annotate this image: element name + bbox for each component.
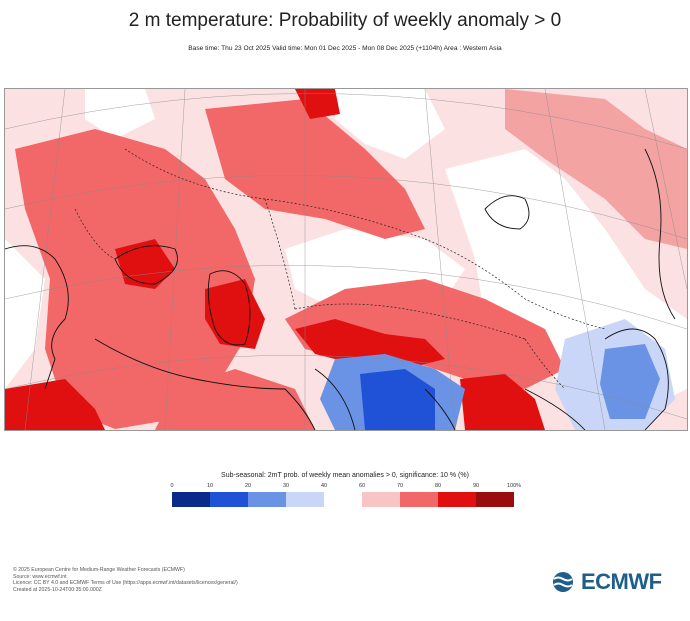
legend-swatch — [438, 492, 476, 507]
footer-source: Source: www.ecmwf.int — [13, 573, 67, 580]
coastlines — [5, 148, 676, 430]
legend-swatch — [362, 492, 400, 507]
legend-tick-label: 10 — [206, 483, 214, 489]
hot-area-gulf — [5, 379, 105, 430]
hot-area-caucasus — [115, 239, 175, 289]
hot-area-himalaya — [295, 319, 445, 369]
cold-area-india-core — [360, 369, 435, 430]
legend-colorbar — [0, 492, 690, 508]
hot-area-bay-of-bengal — [460, 374, 545, 430]
footer-copyright: © 2025 European Centre for Medium-Range … — [13, 567, 185, 573]
map-subtitle: Base time: Thu 23 Oct 2025 Valid time: M… — [188, 45, 502, 52]
legend-swatch — [286, 492, 324, 507]
legend-tick-label: 100% — [506, 483, 522, 489]
legend-tick-label: 40 — [320, 483, 328, 489]
legend-swatch — [476, 492, 514, 507]
legend-tick-label: 60 — [358, 483, 366, 489]
hot-area-north — [295, 89, 340, 119]
legend-ticks: 0 10 20 30 40 60 70 80 90 100% — [0, 483, 690, 493]
legend-swatch — [210, 492, 248, 507]
warm-area-arabia — [155, 369, 315, 430]
legend-title: Sub-seasonal: 2mT prob. of weekly mean a… — [221, 472, 469, 479]
neutral-area-northwest — [85, 89, 155, 139]
ecmwf-wave-icon — [553, 572, 573, 592]
footer-created: Created at 2025-10-24T00:35:00.000Z — [13, 586, 102, 593]
hot-area-caspian — [205, 279, 265, 349]
warm-area-central-asia — [285, 279, 565, 389]
warm-area-russia — [205, 99, 425, 239]
country-borders — [74, 148, 606, 390]
legend-swatch — [248, 492, 286, 507]
legend-tick-label: 80 — [434, 483, 442, 489]
map-title: 2 m temperature: Probability of weekly a… — [128, 10, 562, 31]
footer-licence: Licence: CC BY 4.0 and ECMWF Terms of Us… — [13, 580, 238, 587]
legend-tick-label: 30 — [282, 483, 290, 489]
legend-tick-label: 90 — [472, 483, 480, 489]
legend-swatch — [400, 492, 438, 507]
legend-swatch — [324, 492, 362, 507]
map-canvas — [5, 89, 687, 430]
footer-credits: © 2025 European Centre for Medium-Range … — [13, 567, 238, 593]
legend-tick-label: 0 — [170, 483, 174, 489]
legend-tick-label: 70 — [396, 483, 404, 489]
cold-area-southeast-asia-core — [600, 344, 660, 419]
ecmwf-logo: ECMWF — [548, 569, 662, 594]
legend-swatch — [172, 492, 210, 507]
legend-tick-label: 20 — [244, 483, 252, 489]
warm-area-northeast — [505, 89, 687, 249]
ecmwf-logo-text: ECMWF — [581, 569, 662, 594]
neutral-area-atlantic — [5, 239, 45, 389]
neutral-area-north — [335, 89, 445, 159]
graticule — [5, 89, 687, 430]
probability-map — [4, 88, 688, 431]
